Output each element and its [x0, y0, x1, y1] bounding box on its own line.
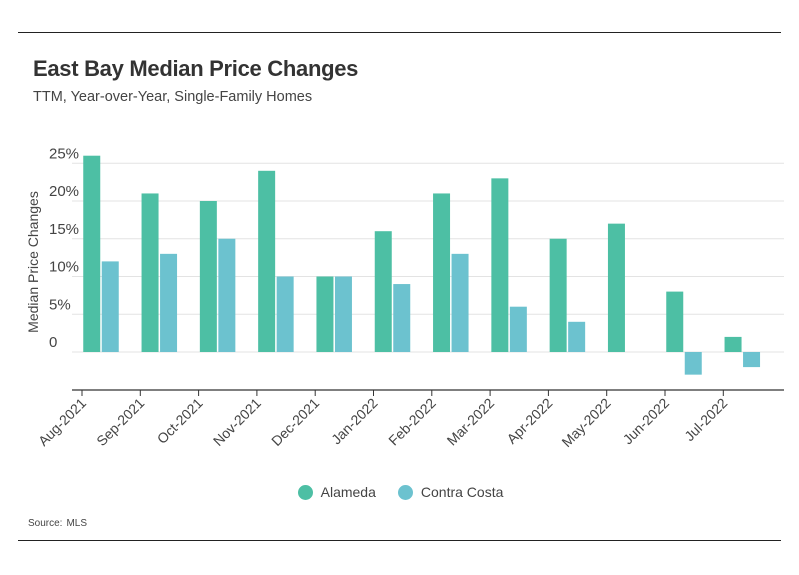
x-tick-label: Aug-2021 — [35, 395, 89, 449]
bar-alameda — [549, 238, 567, 352]
source-note: Source: MLS — [28, 518, 91, 529]
bar-contra-costa — [160, 253, 178, 352]
legend-label-contra-costa: Contra Costa — [420, 484, 504, 500]
y-tick-label: 20% — [49, 183, 79, 200]
bar-contra-costa — [101, 261, 119, 352]
x-tick-label: Nov-2021 — [210, 395, 264, 449]
bar-alameda — [607, 223, 625, 352]
x-tick-label: Mar-2022 — [444, 395, 498, 449]
legend-swatch-contra-costa — [397, 484, 413, 500]
bar-contra-costa — [276, 276, 294, 352]
y-tick-label: 15% — [49, 221, 79, 238]
bar-alameda — [199, 201, 217, 352]
x-tick-label: Apr-2022 — [503, 395, 555, 447]
x-tick-label: Dec-2021 — [268, 395, 322, 449]
legend-swatch-alameda — [297, 484, 313, 500]
bar-alameda — [724, 336, 742, 352]
bar-contra-costa — [509, 306, 527, 352]
y-tick-label: 25% — [49, 145, 79, 162]
x-tick-label: Jan-2022 — [328, 395, 381, 448]
legend-item-contra-costa: Contra Costa — [397, 484, 504, 500]
bar-contra-costa — [451, 253, 469, 352]
y-axis-label: Median Price Changes — [25, 191, 41, 333]
bar-alameda — [374, 231, 392, 352]
y-tick-label: 5% — [49, 296, 71, 313]
bar-contra-costa — [334, 276, 352, 352]
bar-alameda — [258, 170, 276, 352]
bar-contra-costa — [568, 321, 586, 352]
source-value: MLS — [66, 518, 88, 529]
x-tick-label: Oct-2021 — [154, 395, 206, 447]
bar-alameda — [83, 155, 101, 352]
x-tick-label: Feb-2022 — [385, 395, 439, 449]
chart-subtitle: TTM, Year-over-Year, Single-Family Homes — [33, 89, 313, 105]
x-tick-label: May-2022 — [558, 395, 613, 450]
legend-label-alameda: Alameda — [320, 484, 376, 500]
source-label: Source: — [28, 518, 63, 529]
bar-alameda — [316, 276, 334, 352]
top-rule — [18, 32, 781, 33]
bars — [83, 155, 761, 375]
bar-contra-costa — [684, 352, 702, 375]
x-tick-label: Jun-2022 — [620, 395, 673, 448]
bar-contra-costa — [393, 284, 411, 352]
y-tick-label: 10% — [49, 259, 79, 276]
bar-contra-costa — [218, 238, 236, 352]
x-tick-label: Jul-2022 — [681, 395, 730, 444]
x-tick-label: Sep-2021 — [93, 395, 147, 449]
y-tick-label: 0 — [49, 334, 57, 351]
bar-alameda — [666, 291, 684, 352]
legend: Alameda Contra Costa — [0, 484, 799, 500]
bar-alameda — [141, 193, 159, 352]
legend-item-alameda: Alameda — [297, 484, 376, 500]
bottom-rule — [18, 540, 781, 541]
bar-alameda — [491, 178, 509, 352]
chart-title: East Bay Median Price Changes — [33, 56, 359, 81]
bar-contra-costa — [743, 352, 761, 368]
bar-alameda — [433, 193, 451, 352]
gridlines — [72, 162, 784, 353]
